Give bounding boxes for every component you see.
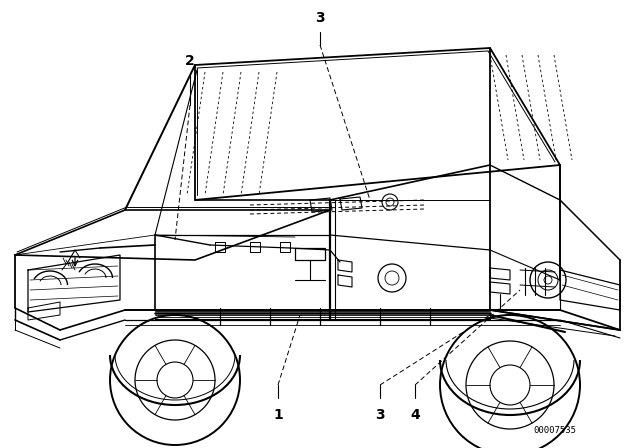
Text: 3: 3: [375, 408, 385, 422]
Text: 1: 1: [273, 408, 283, 422]
Text: 3: 3: [315, 11, 325, 25]
Text: 4: 4: [410, 408, 420, 422]
Text: 00007535: 00007535: [534, 426, 577, 435]
Text: 2: 2: [185, 54, 195, 68]
